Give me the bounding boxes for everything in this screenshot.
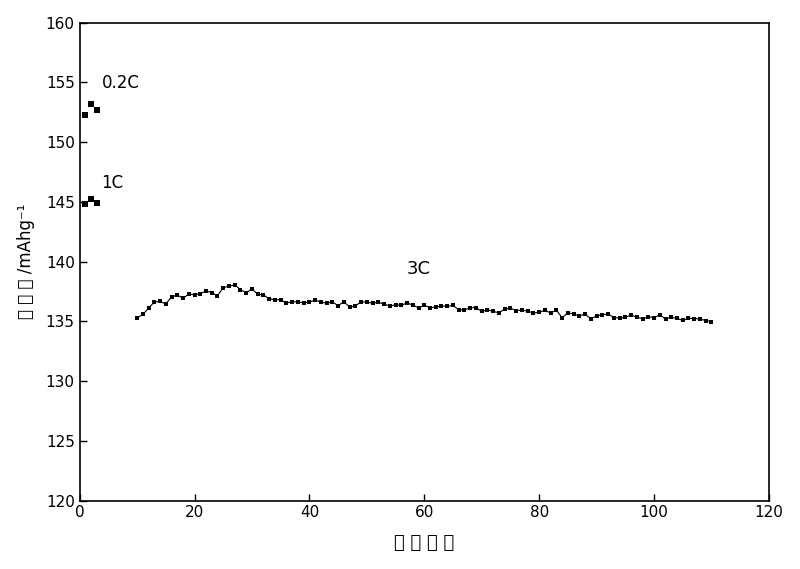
Text: 0.2C: 0.2C bbox=[102, 75, 139, 92]
Y-axis label: 比 容 量 /mAhg⁻¹: 比 容 量 /mAhg⁻¹ bbox=[17, 204, 34, 319]
Text: 1C: 1C bbox=[102, 174, 123, 192]
Text: 3C: 3C bbox=[407, 259, 431, 278]
X-axis label: 循 环 次 数: 循 环 次 数 bbox=[394, 534, 454, 552]
